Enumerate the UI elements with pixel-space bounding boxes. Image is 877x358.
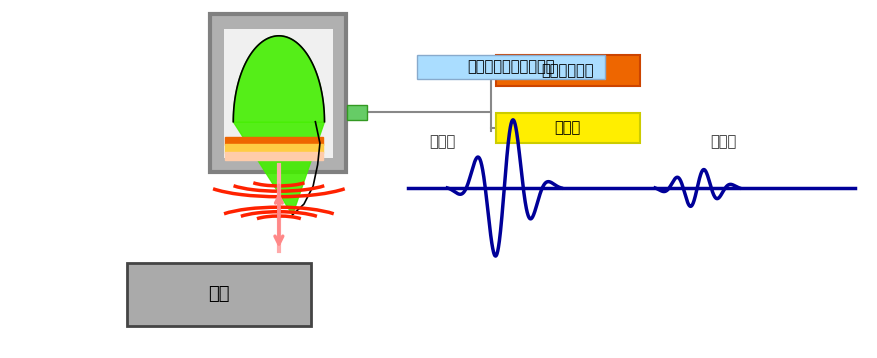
Bar xyxy=(417,55,605,79)
Bar xyxy=(347,105,367,120)
Text: 受信器: 受信器 xyxy=(555,121,581,135)
Bar xyxy=(127,263,311,326)
Bar xyxy=(496,55,640,86)
Bar xyxy=(496,113,640,143)
Bar xyxy=(210,14,346,172)
Polygon shape xyxy=(225,152,323,160)
Text: 受信波: 受信波 xyxy=(710,134,737,149)
Text: 物質: 物質 xyxy=(209,285,230,304)
Polygon shape xyxy=(225,144,323,153)
Bar xyxy=(224,29,333,158)
Text: 高電圧発生器: 高電圧発生器 xyxy=(542,63,594,78)
Polygon shape xyxy=(233,36,324,215)
Polygon shape xyxy=(225,137,323,145)
Text: 受信した超音波の信号: 受信した超音波の信号 xyxy=(467,60,554,74)
Text: 送信波: 送信波 xyxy=(430,134,456,149)
